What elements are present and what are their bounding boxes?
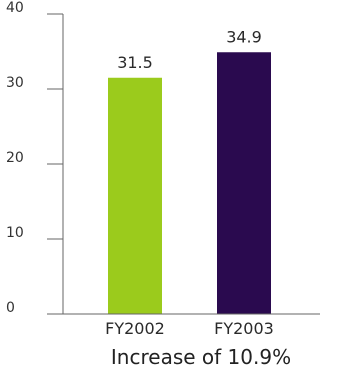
x-axis: FY2002 FY2003 <box>47 313 320 338</box>
bars: 31.5 34.9 <box>108 27 271 314</box>
y-tick-label: 0 <box>6 300 15 316</box>
y-tick-label: 10 <box>6 225 24 241</box>
y-tick-label: 30 <box>6 75 24 91</box>
bar-value-label: 34.9 <box>226 27 262 46</box>
y-axis: 0 10 20 30 40 <box>6 0 64 316</box>
y-tick-label: 40 <box>6 0 24 16</box>
x-tick-label: FY2002 <box>105 319 165 338</box>
bar-fy2002 <box>108 77 162 314</box>
bar-fy2003 <box>217 52 271 314</box>
x-tick-label: FY2003 <box>214 319 274 338</box>
bar-value-label: 31.5 <box>117 53 153 72</box>
chart-caption: Increase of 10.9% <box>111 345 291 369</box>
y-tick-label: 20 <box>6 150 24 166</box>
